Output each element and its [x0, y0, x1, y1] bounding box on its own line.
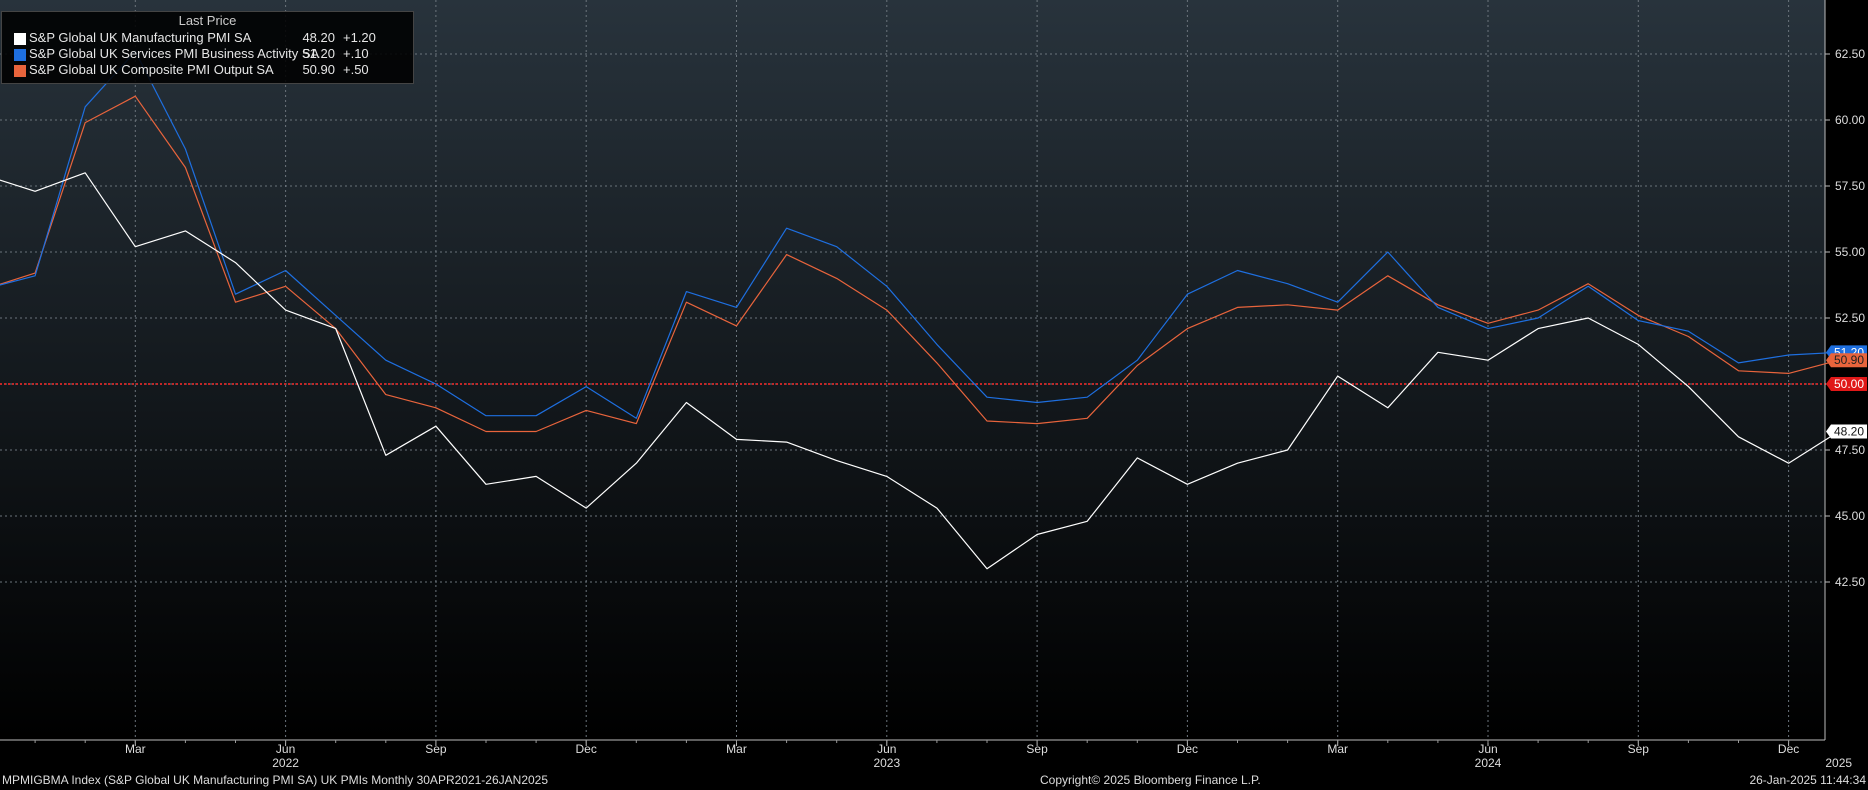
y-tick-label: 57.50 [1835, 179, 1865, 193]
x-tick-label: Mar [125, 742, 146, 756]
axis-panel [1825, 0, 1868, 790]
last-value-label: 50.90 [1834, 353, 1864, 367]
x-year-label: 2025 [1825, 756, 1852, 770]
legend-header: Last Price [178, 13, 237, 28]
series-line [0, 172, 1840, 570]
x-year-label: 2023 [873, 756, 900, 770]
plot-background [0, 0, 1825, 740]
legend-item-composite: S&P Global UK Composite PMI Output SA 50… [2, 62, 413, 78]
x-tick-label: Sep [425, 742, 447, 756]
x-tick-label: Mar [1327, 742, 1348, 756]
footer-right: 26-Jan-2025 11:44:34 [1749, 773, 1866, 787]
legend-item-change: +1.20 [343, 30, 376, 45]
x-year-label: 2022 [272, 756, 299, 770]
legend-item-name: S&P Global UK Composite PMI Output SA [29, 62, 274, 77]
x-tick-label: Dec [1778, 742, 1799, 756]
legend-item-last: 48.20 [302, 30, 335, 45]
legend-item-name: S&P Global UK Manufacturing PMI SA [29, 30, 252, 45]
y-tick-label: 42.50 [1835, 575, 1865, 589]
series-line [0, 50, 1839, 419]
x-tick-label: Jun [877, 742, 896, 756]
legend-item-change: +.50 [343, 62, 369, 77]
y-axis-ticks: 62.50 60.00 57.50 55.00 52.50 50.00 47.50 45.00… [1825, 47, 1865, 589]
y-tick-label: 47.50 [1835, 443, 1865, 457]
grid-lines [0, 0, 1825, 740]
last-value-tag [1826, 424, 1867, 439]
legend-item-name: S&P Global UK Services PMI Business Acti… [29, 46, 320, 61]
x-tick-label: Sep [1628, 742, 1650, 756]
legend-swatch [14, 33, 26, 45]
legend: Last Price S&P Global UK Manufacturing P… [1, 11, 414, 84]
x-year-label: 2024 [1475, 756, 1502, 770]
x-tick-label: Sep [1026, 742, 1048, 756]
y-tick-label: 55.00 [1835, 245, 1865, 259]
x-tick-label: Jun [1478, 742, 1497, 756]
legend-item-last: 51.20 [302, 46, 335, 61]
last-value-label: 48.20 [1834, 425, 1864, 439]
footer-center: Copyright© 2025 Bloomberg Finance L.P. [1040, 773, 1261, 787]
y-tick-label: 60.00 [1835, 113, 1865, 127]
x-axis-ticks: Mar Jun Sep Dec Mar Jun Sep Dec Mar Jun Sep Dec 2022… [34, 740, 1852, 770]
last-value-label: 50.00 [1834, 377, 1864, 391]
footer-left: MPMIGBMA Index (S&P Global UK Manufactur… [2, 773, 549, 787]
last-value-tag [1826, 377, 1867, 391]
legend-item-manufacturing: S&P Global UK Manufacturing PMI SA 48.20… [2, 30, 413, 46]
y-tick-label: 52.50 [1835, 311, 1865, 325]
x-tick-label: Mar [726, 742, 747, 756]
series-line [0, 95, 1839, 433]
y-tick-label: 45.00 [1835, 509, 1865, 523]
legend-swatch [14, 49, 26, 61]
x-tick-label: Jun [276, 742, 295, 756]
legend-swatch [14, 65, 26, 77]
legend-item-services: S&P Global UK Services PMI Business Acti… [2, 46, 413, 62]
y-tick-label: 62.50 [1835, 47, 1865, 61]
series-lines [0, 50, 1840, 570]
x-tick-label: Dec [1177, 742, 1198, 756]
legend-item-change: +.10 [343, 46, 369, 61]
legend-item-last: 50.90 [302, 62, 335, 77]
x-tick-label: Dec [576, 742, 597, 756]
last-value-tag [1826, 353, 1867, 368]
